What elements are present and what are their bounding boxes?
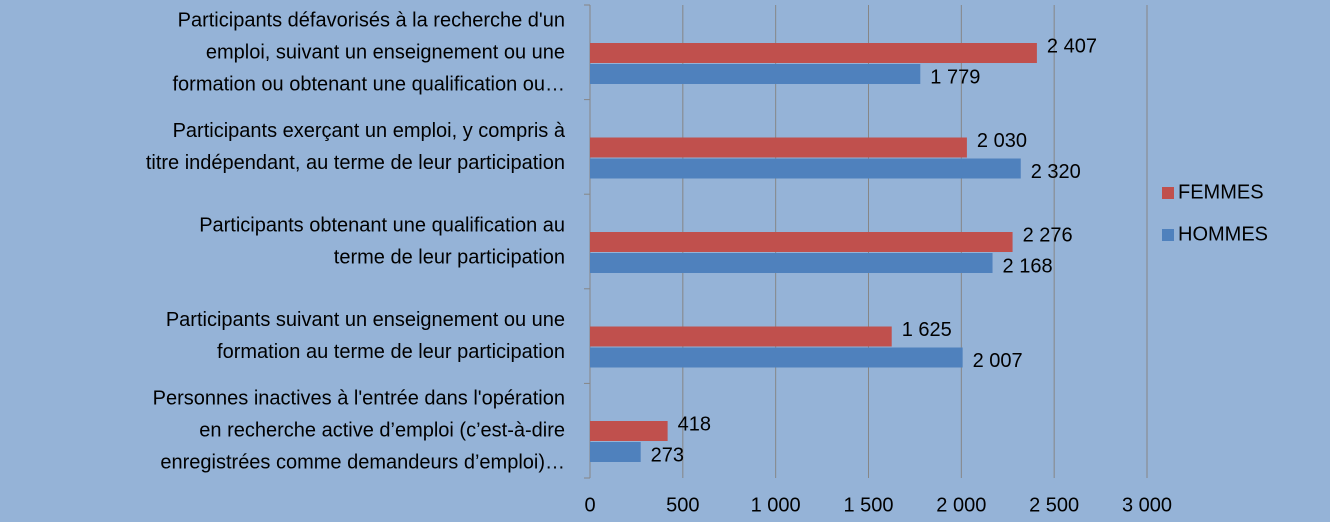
x-tick-label: 500 bbox=[666, 494, 699, 516]
value-label: 1 779 bbox=[930, 66, 980, 88]
y-tick-label: enregistrées comme demandeurs d’emploi)… bbox=[160, 451, 565, 473]
legend-label: FEMMES bbox=[1178, 181, 1264, 203]
bar bbox=[590, 253, 993, 273]
value-label: 2 320 bbox=[1031, 161, 1081, 183]
bar bbox=[590, 442, 641, 462]
bar bbox=[590, 64, 921, 84]
y-tick-label: formation ou obtenant une qualification … bbox=[173, 73, 566, 95]
x-tick-label: 2 000 bbox=[936, 494, 986, 516]
legend-label: HOMMES bbox=[1178, 223, 1268, 245]
value-label: 2 276 bbox=[1023, 224, 1073, 246]
bar bbox=[590, 326, 892, 347]
legend-swatch bbox=[1162, 229, 1174, 241]
value-label: 2 007 bbox=[973, 350, 1023, 372]
value-label: 418 bbox=[678, 413, 711, 435]
y-tick-label: formation au terme de leur participation bbox=[217, 341, 565, 363]
y-tick-label: Participants exerçant un emploi, y compr… bbox=[173, 120, 566, 142]
value-label: 2 407 bbox=[1047, 35, 1097, 57]
value-label: 2 168 bbox=[1003, 255, 1053, 277]
y-tick-label: Participants obtenant une qualification … bbox=[199, 214, 565, 236]
value-label: 1 625 bbox=[902, 319, 952, 341]
x-tick-label: 3 000 bbox=[1122, 494, 1172, 516]
y-tick-label: Participants suivant un enseignement ou … bbox=[166, 309, 565, 331]
y-tick-label: titre indépendant, au terme de leur part… bbox=[146, 152, 565, 174]
bar bbox=[590, 232, 1013, 252]
legend-swatch bbox=[1162, 187, 1174, 199]
y-tick-label: Participants défavorisés à la recherche … bbox=[178, 9, 565, 31]
y-tick-label: Personnes inactives à l'entrée dans l'op… bbox=[153, 387, 565, 409]
x-tick-label: 0 bbox=[584, 494, 595, 516]
value-label: 273 bbox=[651, 444, 684, 466]
bar bbox=[590, 421, 668, 441]
bar bbox=[590, 137, 967, 158]
y-tick-label: en recherche active d’emploi (c’est-à-di… bbox=[199, 419, 565, 441]
bar bbox=[590, 43, 1037, 63]
y-tick-label: emploi, suivant un enseignement ou une bbox=[206, 41, 565, 63]
x-tick-label: 2 500 bbox=[1029, 494, 1079, 516]
value-label: 2 030 bbox=[977, 130, 1027, 152]
bar bbox=[590, 158, 1021, 179]
x-tick-label: 1 000 bbox=[751, 494, 801, 516]
y-tick-label: terme de leur participation bbox=[334, 246, 565, 268]
x-tick-label: 1 500 bbox=[843, 494, 893, 516]
bar bbox=[590, 347, 963, 368]
